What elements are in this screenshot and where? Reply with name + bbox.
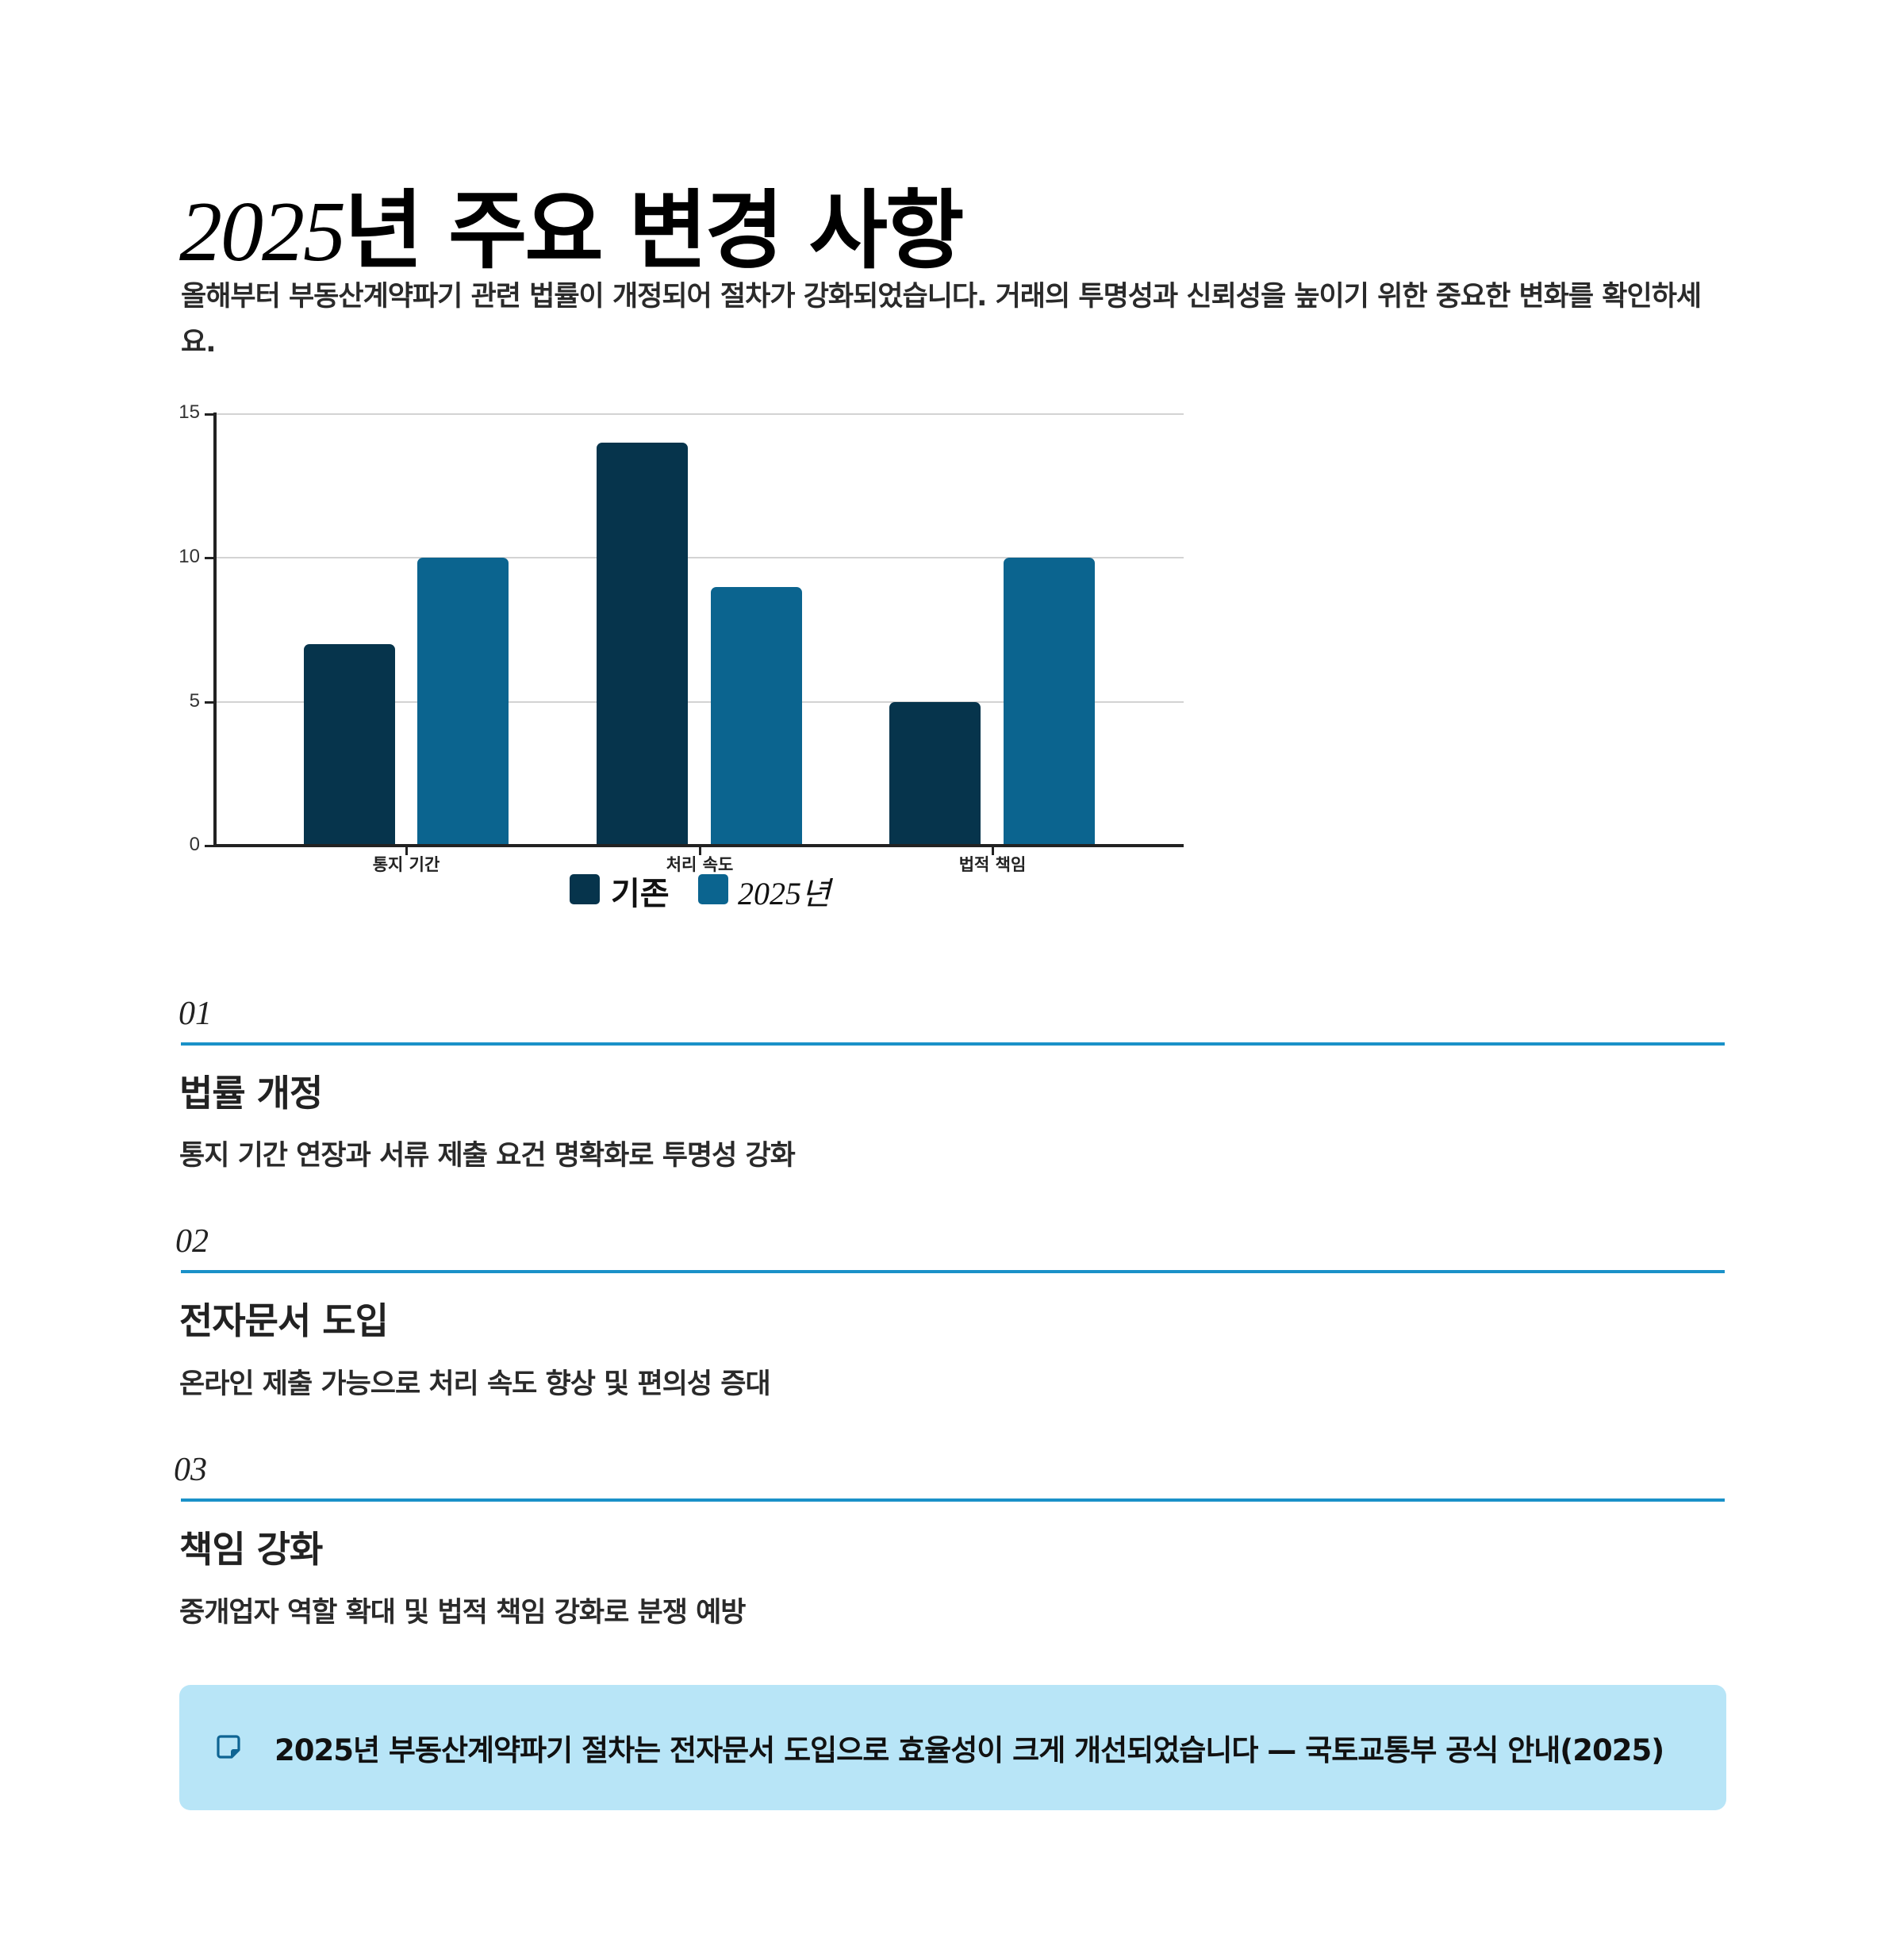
gridline-5 xyxy=(216,701,1184,703)
section-title: 책임 강화 xyxy=(179,1528,323,1571)
section-title: 전자문서 도입 xyxy=(179,1299,389,1342)
y-tick-label: 15 xyxy=(178,401,200,423)
y-tick xyxy=(205,557,215,559)
gridline-10 xyxy=(216,557,1184,558)
section-number: 02 xyxy=(175,1223,209,1260)
section-divider xyxy=(181,1270,1725,1273)
page-title: 2025년 주요 변경 사항 xyxy=(179,176,964,288)
bar-existing-legal-liability xyxy=(889,702,981,846)
y-tick-label: 0 xyxy=(189,834,200,855)
x-label: 법적 책임 xyxy=(958,855,1027,874)
x-axis xyxy=(213,844,1184,847)
x-label: 통지 기간 xyxy=(372,855,440,874)
y-tick-label: 10 xyxy=(178,546,200,567)
section-divider xyxy=(181,1042,1725,1046)
y-axis xyxy=(213,413,217,847)
y-tick xyxy=(205,701,215,704)
bar-2025-processing-speed xyxy=(711,587,802,846)
title-year: 2025 xyxy=(179,185,346,280)
x-tick xyxy=(405,846,408,855)
y-tick xyxy=(205,413,215,416)
section-description: 중개업자 역할 확대 및 법적 책임 강화로 분쟁 예방 xyxy=(179,1597,746,1629)
section-description: 통지 기간 연장과 서류 제출 요건 명확화로 투명성 강화 xyxy=(179,1140,796,1172)
x-tick xyxy=(992,846,994,855)
section-description: 온라인 제출 가능으로 처리 속도 향상 및 편의성 증대 xyxy=(179,1368,771,1400)
section-divider xyxy=(181,1498,1725,1502)
bar-existing-notice-period xyxy=(304,644,395,846)
intro-paragraph: 올해부터 부동산계약파기 관련 법률이 개정되어 절차가 강화되었습니다. 거래… xyxy=(181,281,1702,359)
x-label: 처리 속도 xyxy=(666,855,734,874)
gridline-15 xyxy=(216,413,1184,415)
section-title: 법률 개정 xyxy=(179,1072,323,1115)
legend-swatch-existing xyxy=(570,874,600,904)
section-number: 03 xyxy=(174,1452,207,1488)
bar-chart: 15 10 5 0 통지 기간 처리 속도 법적 책임 기존 2025년 xyxy=(0,0,1904,920)
y-tick-label: 5 xyxy=(189,690,200,712)
title-text: 년 주요 변경 사항 xyxy=(344,182,964,282)
quote-callout: 2025년 부동산계약파기 절차는 전자문서 도입으로 효율성이 크게 개선되었… xyxy=(179,1685,1726,1810)
legend-swatch-2025 xyxy=(698,874,728,904)
bar-existing-processing-speed xyxy=(597,443,688,846)
legend-label-2025: 2025년 xyxy=(738,876,831,911)
x-tick xyxy=(699,846,701,855)
bar-2025-legal-liability xyxy=(1004,558,1095,846)
sticky-note-icon xyxy=(216,1734,241,1759)
bar-2025-notice-period xyxy=(417,558,509,846)
legend-label-existing: 기존 xyxy=(611,876,670,912)
section-number: 01 xyxy=(178,996,212,1032)
quote-text: 2025년 부동산계약파기 절차는 전자문서 도입으로 효율성이 크게 개선되었… xyxy=(274,1733,1664,1767)
y-tick xyxy=(205,845,215,847)
